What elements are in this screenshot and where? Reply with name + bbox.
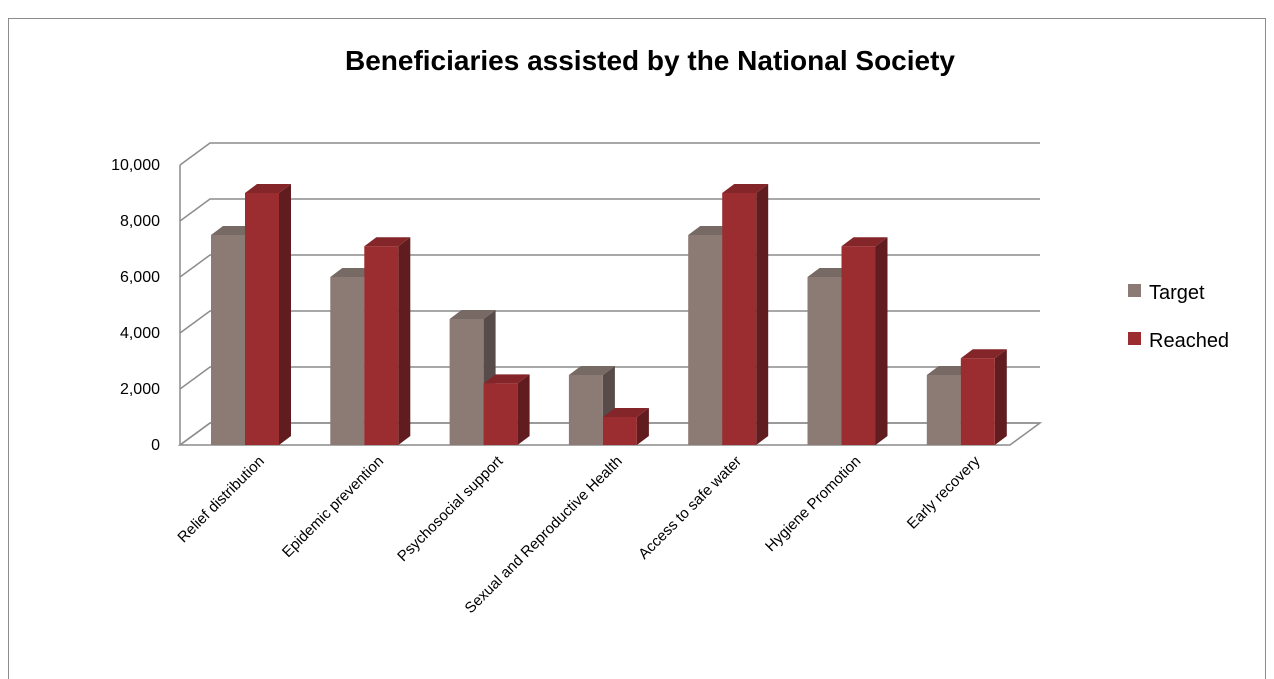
x-category-label: Early recovery bbox=[904, 452, 984, 532]
bar-reached-0 bbox=[245, 184, 291, 445]
bar-reached-5 bbox=[841, 237, 888, 445]
bar-target-3 bbox=[568, 366, 615, 445]
y-axis-ticks: 0 2,000 4,000 6,000 8,000 10,000 bbox=[111, 157, 160, 454]
x-category-label: Relief distribution bbox=[174, 453, 267, 546]
legend-label-target: Target bbox=[1149, 282, 1205, 304]
chart-title: Beneficiaries assisted by the National S… bbox=[345, 45, 955, 76]
gridlines bbox=[177, 142, 1043, 446]
bar-reached-2 bbox=[483, 374, 530, 445]
x-category-label: Hygiene Promotion bbox=[762, 453, 864, 555]
gridline bbox=[179, 142, 1040, 166]
chart-frame bbox=[8, 18, 1266, 679]
legend-label-reached: Reached bbox=[1149, 330, 1229, 352]
x-category-label: Epidemic prevention bbox=[279, 453, 387, 561]
y-tick-label: 0 bbox=[151, 437, 160, 454]
legend-swatch-target bbox=[1128, 284, 1141, 297]
x-category-label: Access to safe water bbox=[635, 453, 745, 563]
legend: Target Reached bbox=[1128, 282, 1229, 352]
y-tick-label: 4,000 bbox=[120, 325, 160, 342]
legend-swatch-reached bbox=[1128, 332, 1141, 345]
x-category-label: Psychosocial support bbox=[394, 452, 507, 565]
x-axis-categories: Relief distribution Epidemic prevention Ps… bbox=[174, 452, 984, 617]
gridline bbox=[179, 254, 1040, 278]
y-tick-label: 8,000 bbox=[120, 213, 160, 230]
bar-reached-1 bbox=[364, 237, 411, 445]
y-tick-label: 10,000 bbox=[111, 157, 160, 174]
bar-reached-3 bbox=[602, 408, 649, 445]
y-tick-label: 2,000 bbox=[120, 381, 160, 398]
y-tick-label: 6,000 bbox=[120, 269, 160, 286]
bar-reached-4 bbox=[722, 184, 769, 445]
gridline bbox=[179, 198, 1040, 222]
bars bbox=[211, 184, 1007, 445]
gridline bbox=[179, 310, 1040, 334]
bar-reached-6 bbox=[960, 349, 1007, 445]
